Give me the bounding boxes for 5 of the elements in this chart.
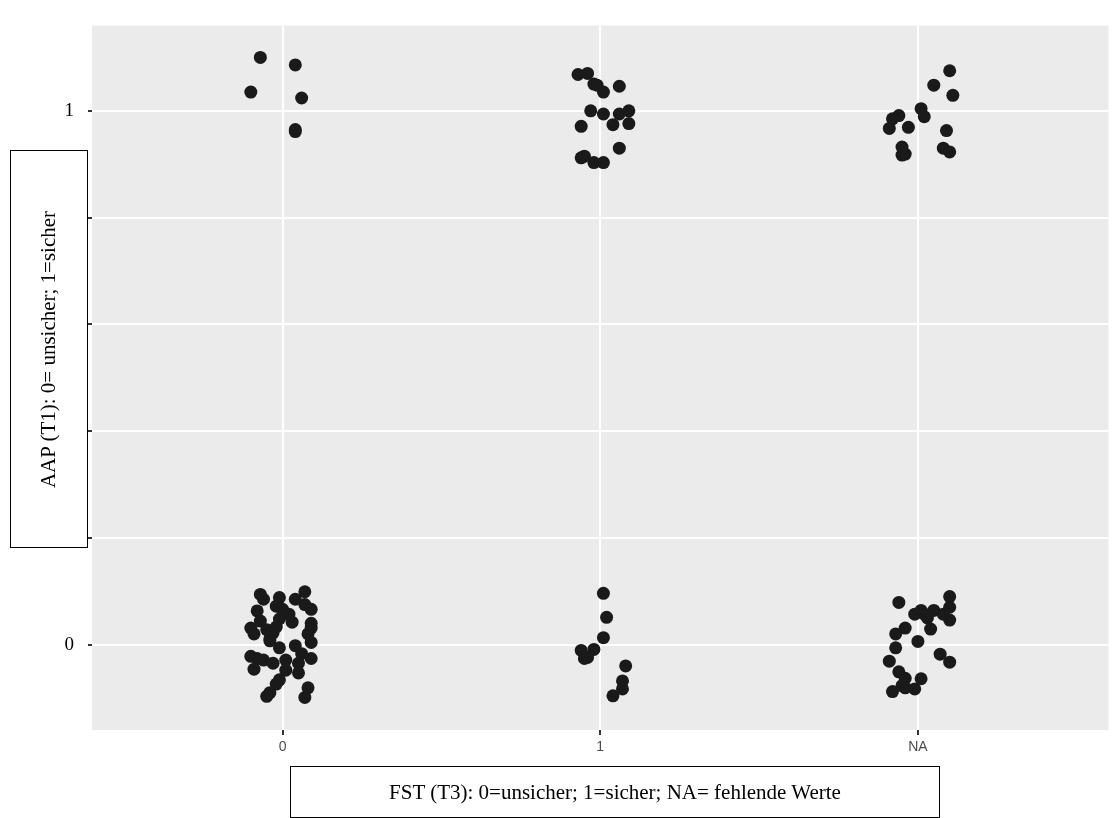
y-axis-title: AAP (T1): 0= unsicher; 1=sicher (36, 210, 62, 488)
x-axis-title: FST (T3): 0=unsicher; 1=sicher; NA= fehlende Werte (290, 766, 940, 818)
x-tick-label: 1 (596, 738, 605, 755)
x-tick-label: NA (908, 738, 929, 755)
x-tick-label: 0 (278, 738, 287, 755)
